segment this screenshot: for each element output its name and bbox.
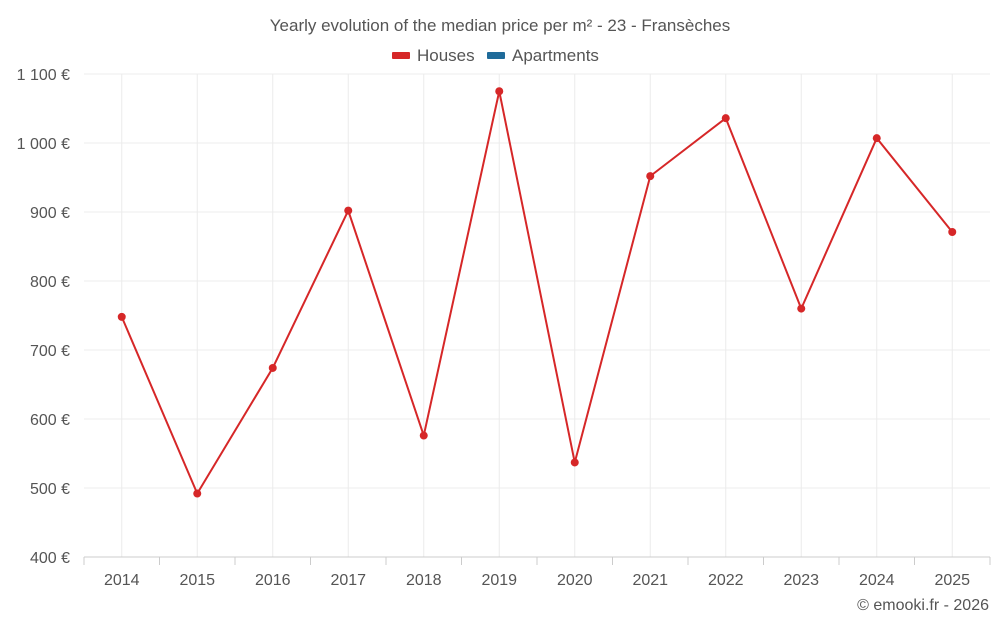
x-axis: 2014 2015 2016 2017 2018 2019 2020 2021 2022 2023…	[83, 556, 991, 589]
legend-item-apartments[interactable]: Apartments	[487, 46, 599, 65]
y-tick-label: 1 000 €	[17, 136, 70, 153]
x-tick-label: 2025	[934, 572, 970, 589]
x-tick-label: 2024	[859, 572, 895, 589]
data-point-houses-2024[interactable]	[872, 134, 881, 143]
chart-title: Yearly evolution of the median price per…	[270, 16, 731, 35]
y-tick-label: 400 €	[30, 550, 70, 567]
legend-swatch-houses	[392, 52, 410, 59]
x-tick-label: 2019	[481, 572, 517, 589]
data-point-houses-2020[interactable]	[570, 458, 579, 467]
x-tick-label: 2014	[104, 572, 140, 589]
y-tick-label: 1 100 €	[17, 67, 70, 84]
x-tick-label: 2022	[708, 572, 744, 589]
data-point-houses-2023[interactable]	[797, 304, 806, 313]
series-line-houses	[120, 90, 954, 495]
x-tick-label: 2017	[330, 572, 366, 589]
data-point-houses-2015[interactable]	[193, 489, 202, 498]
y-tick-label: 500 €	[30, 481, 70, 498]
data-point-houses-2021[interactable]	[646, 172, 655, 181]
legend-item-houses[interactable]: Houses	[392, 46, 475, 65]
x-tick-label: 2016	[255, 572, 291, 589]
x-tick-label: 2021	[632, 572, 668, 589]
data-point-houses-2014[interactable]	[117, 312, 126, 321]
y-tick-label: 600 €	[30, 412, 70, 429]
credit-text: © emooki.fr - 2026	[857, 597, 989, 614]
y-tick-label: 800 €	[30, 274, 70, 291]
data-point-houses-2022[interactable]	[721, 114, 730, 123]
x-tick-label: 2020	[557, 572, 593, 589]
y-axis: 400 € 500 € 600 € 700 € 800 € 900 € 1 000 € 1 1…	[17, 67, 70, 567]
data-point-houses-2017[interactable]	[344, 206, 353, 215]
data-point-houses-2019[interactable]	[495, 87, 504, 96]
legend-swatch-apartments	[487, 52, 505, 59]
grid	[84, 73, 990, 557]
series-houses	[117, 87, 957, 498]
x-tick-label: 2018	[406, 572, 442, 589]
x-tick-label: 2015	[179, 572, 215, 589]
data-point-houses-2016[interactable]	[268, 363, 277, 372]
y-tick-label: 900 €	[30, 205, 70, 222]
data-point-houses-2025[interactable]	[948, 228, 957, 237]
legend[interactable]: Houses Apartments	[392, 46, 599, 65]
y-tick-label: 700 €	[30, 343, 70, 360]
legend-label-apartments: Apartments	[512, 46, 599, 65]
data-point-houses-2018[interactable]	[419, 431, 428, 440]
legend-label-houses: Houses	[417, 46, 475, 65]
x-tick-label: 2023	[783, 572, 819, 589]
